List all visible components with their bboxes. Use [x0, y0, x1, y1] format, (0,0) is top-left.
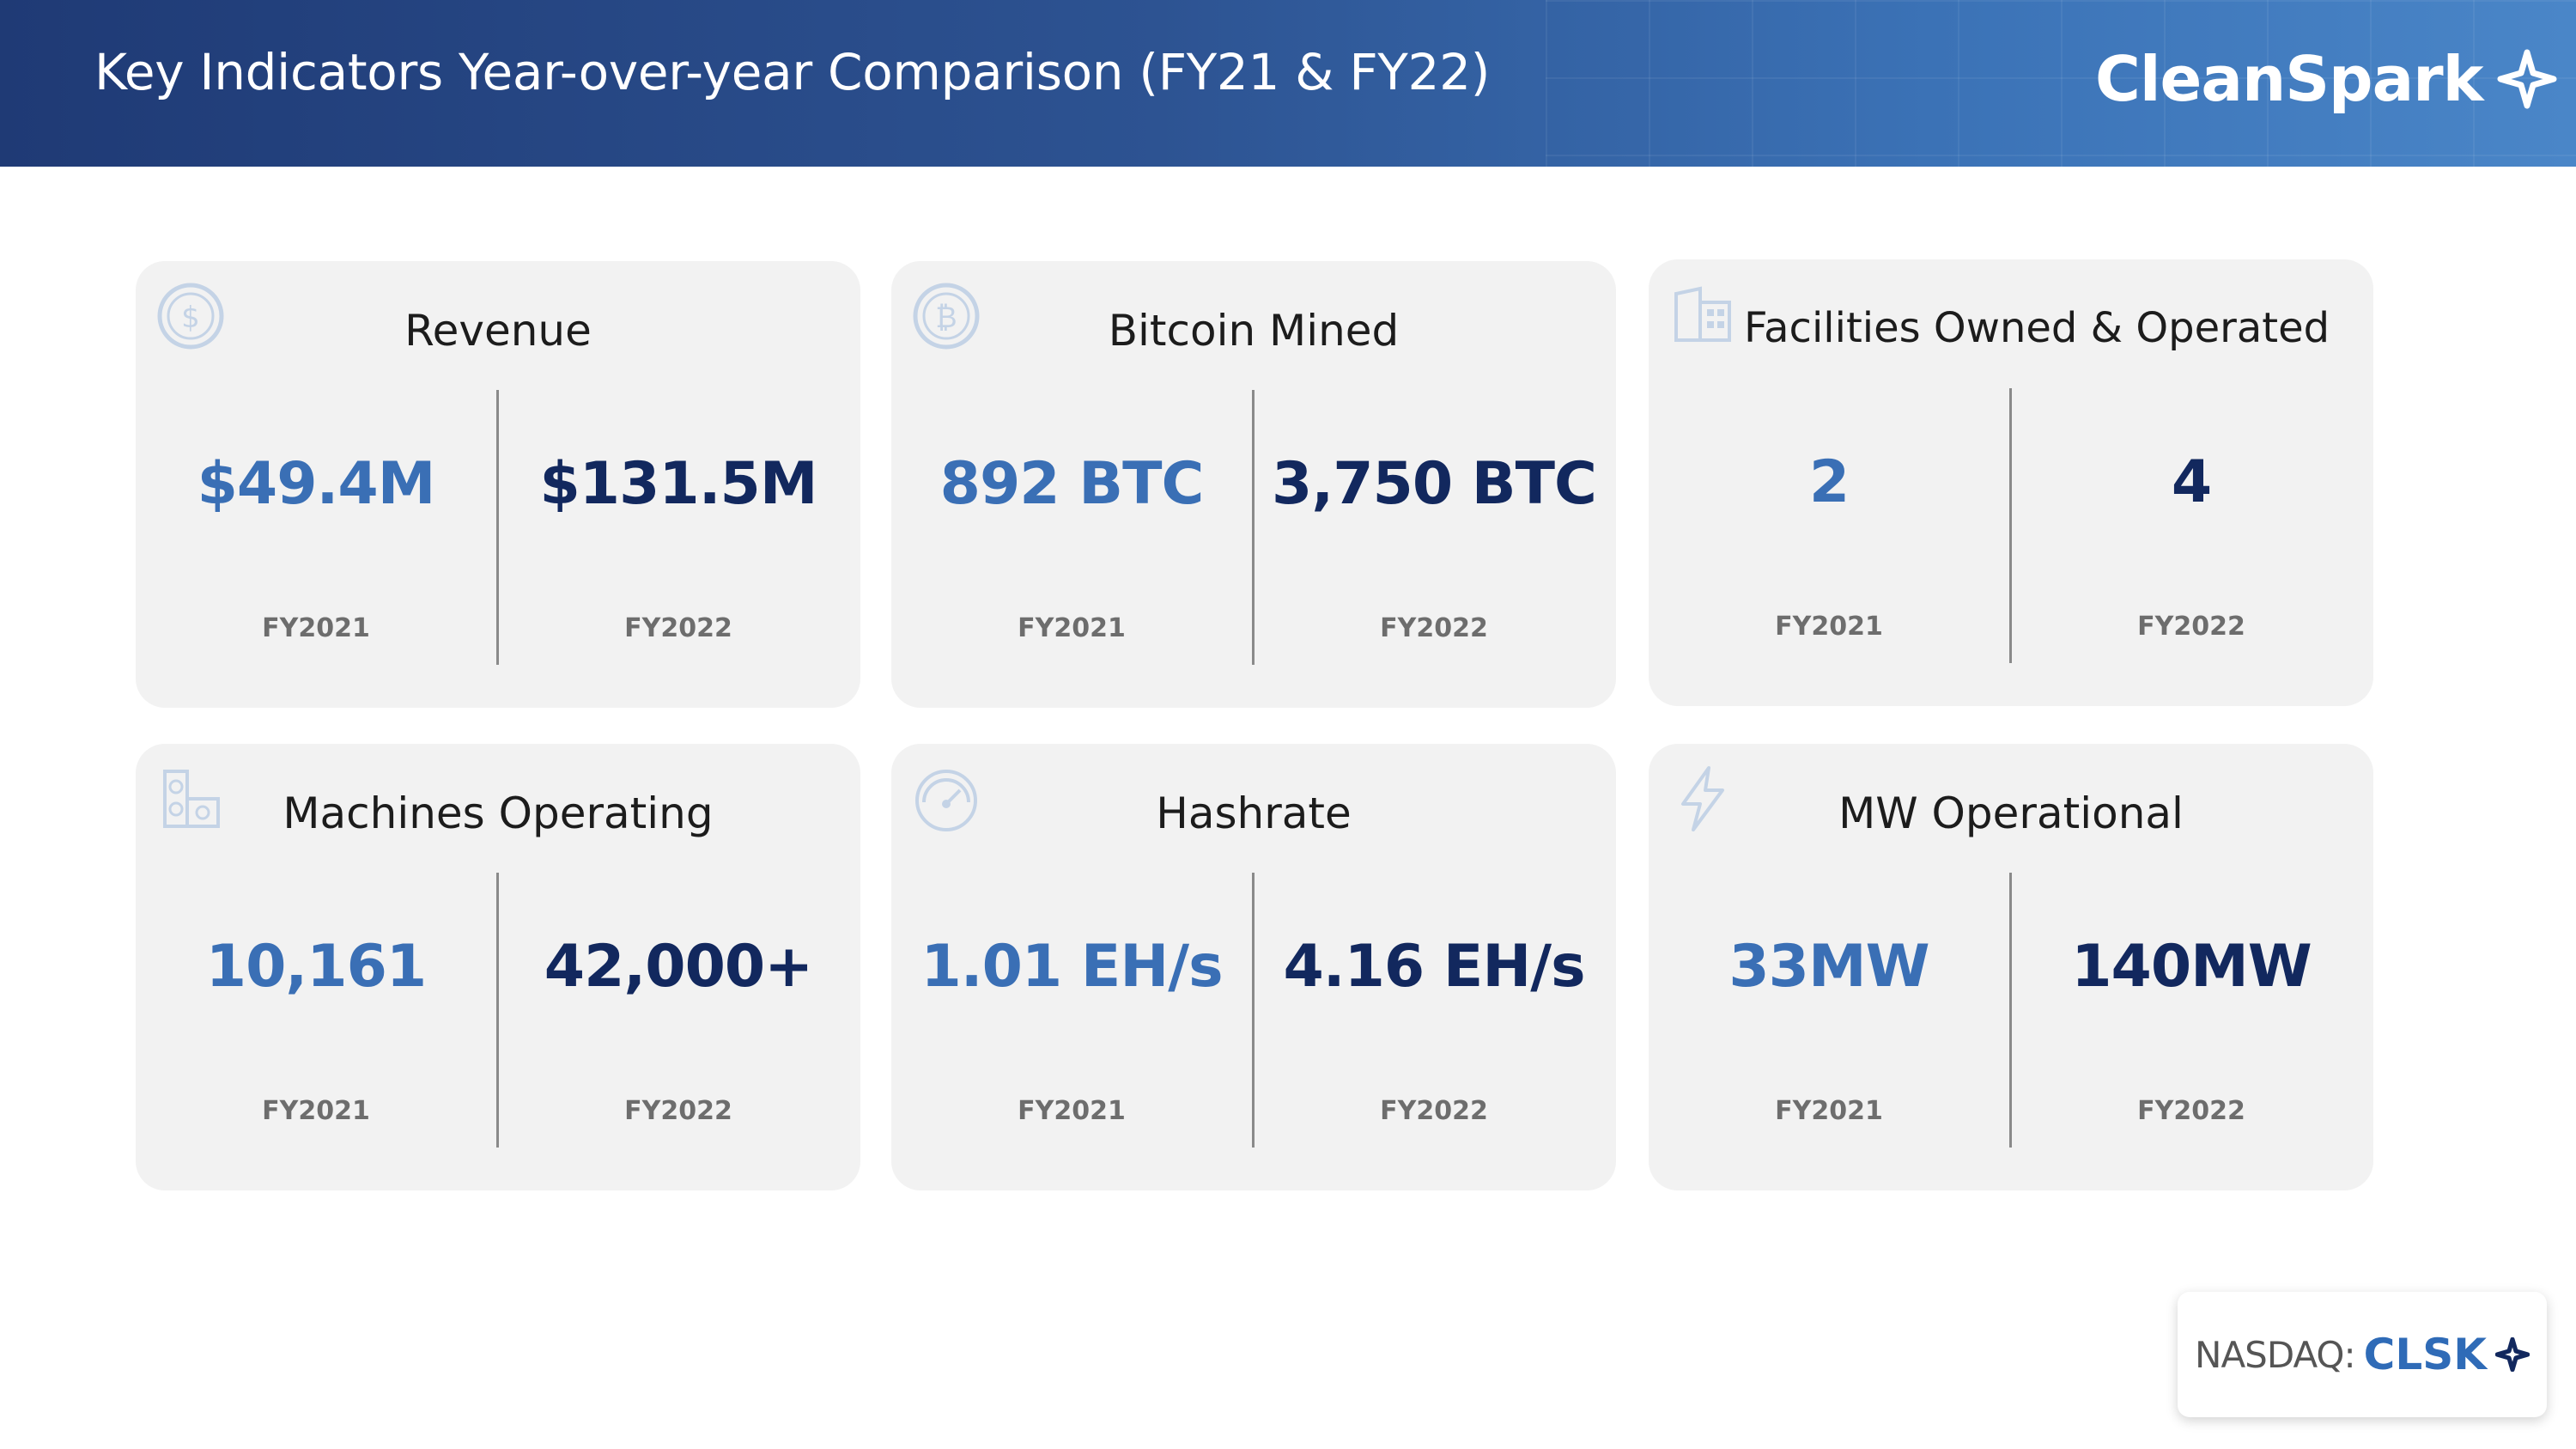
card-divider — [1252, 873, 1255, 1148]
fy2022-label: FY2022 — [2137, 1096, 2245, 1126]
fy2021-label: FY2021 — [1775, 612, 1883, 642]
kpi-card-facilities: Facilities Owned & Operated 2 4 FY2021 F… — [1649, 259, 2373, 706]
svg-text:₿: ₿ — [935, 301, 957, 335]
mining-machine-icon — [163, 770, 220, 828]
fy2022-value: 4 — [2171, 448, 2212, 516]
fy2022-label: FY2022 — [1380, 1096, 1488, 1126]
card-title: Hashrate — [1156, 788, 1352, 838]
fy2021-value: 892 BTC — [939, 450, 1205, 518]
bitcoin-coin-icon: ₿ — [913, 283, 980, 350]
fy2022-label: FY2022 — [624, 1096, 732, 1126]
ticker-exchange: NASDAQ: — [2195, 1333, 2356, 1376]
fy2022-value: $131.5M — [539, 450, 817, 518]
lightning-bolt-icon — [1681, 766, 1724, 831]
spark-star-icon — [2494, 1337, 2530, 1372]
brand-logo: CleanSpark — [2095, 36, 2557, 122]
kpi-card-hashrate: Hashrate 1.01 EH/s 4.16 EH/s FY2021 FY20… — [891, 744, 1616, 1190]
fy2022-value: 140MW — [2071, 933, 2312, 1001]
card-divider — [2009, 873, 2012, 1148]
fy2021-value: 10,161 — [205, 933, 427, 1001]
ticker-badge: NASDAQ: CLSK — [2178, 1292, 2547, 1417]
fy2022-label: FY2022 — [624, 613, 732, 643]
fy2021-label: FY2021 — [262, 613, 370, 643]
card-title: Machines Operating — [283, 788, 714, 838]
fy2021-label: FY2021 — [1018, 1096, 1126, 1126]
fy2022-value: 3,750 BTC — [1272, 450, 1597, 518]
fy2021-label: FY2021 — [262, 1096, 370, 1126]
card-title: Facilities Owned & Operated — [1743, 304, 2330, 352]
card-title: Bitcoin Mined — [1108, 306, 1400, 356]
svg-text:$: $ — [181, 301, 200, 335]
card-title: MW Operational — [1838, 788, 2184, 838]
fy2022-value: 4.16 EH/s — [1283, 933, 1585, 1001]
spark-star-icon — [2497, 49, 2557, 109]
kpi-card-machines-operating: Machines Operating 10,161 42,000+ FY2021… — [136, 744, 860, 1190]
card-title: Revenue — [404, 306, 592, 356]
kpi-card-bitcoin-mined: ₿ Bitcoin Mined 892 BTC 3,750 BTC FY2021… — [891, 261, 1616, 708]
kpi-card-mw-operational: MW Operational 33MW 140MW FY2021 FY2022 — [1649, 744, 2373, 1190]
fy2021-label: FY2021 — [1775, 1096, 1883, 1126]
brand-name: CleanSpark — [2095, 43, 2484, 115]
header-banner: Key Indicators Year-over-year Comparison… — [0, 0, 2576, 167]
fy2021-value: 1.01 EH/s — [920, 933, 1223, 1001]
fy2022-value: 42,000+ — [544, 933, 813, 1001]
fy2021-label: FY2021 — [1018, 613, 1126, 643]
kpi-card-revenue: $ Revenue $49.4M $131.5M FY2021 FY2022 — [136, 261, 860, 708]
ticker-symbol: CLSK — [2363, 1330, 2487, 1379]
card-divider — [1252, 390, 1255, 665]
dollar-coin-icon: $ — [157, 283, 224, 350]
card-divider — [496, 873, 499, 1148]
page-title: Key Indicators Year-over-year Comparison… — [94, 43, 1491, 101]
header-grid-pattern — [1546, 0, 2576, 167]
fy2022-label: FY2022 — [2137, 612, 2245, 642]
building-icon — [1674, 286, 1731, 342]
speedometer-icon — [915, 770, 977, 831]
card-divider — [496, 390, 499, 665]
fy2021-value: 2 — [1808, 448, 1850, 516]
fy2021-value: 33MW — [1728, 933, 1929, 1001]
fy2022-label: FY2022 — [1380, 613, 1488, 643]
fy2021-value: $49.4M — [197, 450, 436, 518]
card-divider — [2009, 388, 2012, 663]
